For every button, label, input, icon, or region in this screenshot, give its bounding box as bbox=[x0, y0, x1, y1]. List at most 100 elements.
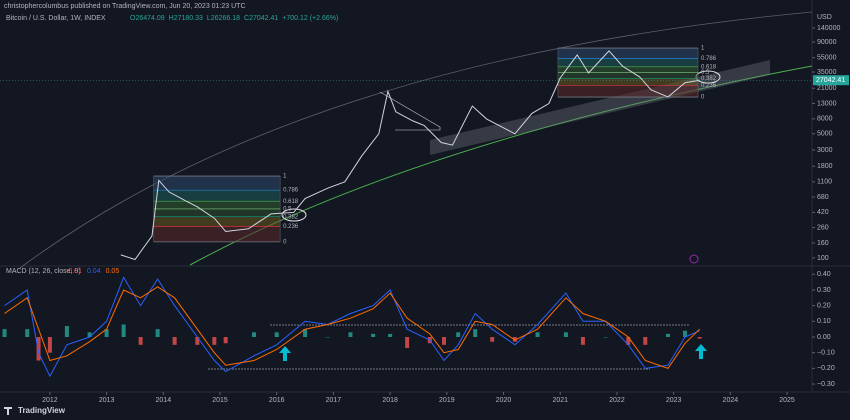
fib-band bbox=[153, 208, 281, 217]
fib-band bbox=[557, 78, 699, 86]
fib-band bbox=[153, 190, 281, 202]
y-tick-label: 0.20 bbox=[817, 302, 831, 309]
y-axis-label: USD bbox=[817, 14, 832, 21]
histogram-bar bbox=[603, 336, 608, 338]
x-tick-label: 2015 bbox=[212, 397, 228, 404]
y-tick-label: 680 bbox=[817, 194, 829, 201]
fib-level-label: 0.236 bbox=[701, 83, 717, 89]
y-tick-label: 420 bbox=[817, 209, 829, 216]
legend-value: 0.04 bbox=[87, 268, 101, 275]
histogram-bar bbox=[212, 336, 217, 345]
histogram-bar bbox=[665, 333, 670, 337]
ohlc-label: +700.12 (+2.66%) bbox=[282, 15, 338, 22]
trend-drawing bbox=[379, 91, 441, 131]
histogram-bar bbox=[682, 330, 687, 337]
histogram-bar bbox=[25, 329, 30, 337]
x-tick-label: 2016 bbox=[269, 397, 285, 404]
x-tick-label: 2020 bbox=[496, 397, 512, 404]
price-line bbox=[120, 50, 700, 261]
fib-level-label: 0 bbox=[283, 239, 287, 245]
histogram-bar bbox=[626, 336, 631, 345]
y-tick-label: 35000 bbox=[817, 69, 837, 76]
ohlc-label: O26474.09 bbox=[130, 15, 165, 22]
fib-band bbox=[153, 201, 281, 209]
y-tick-label: 0.00 bbox=[817, 334, 831, 341]
y-tick-label: 13000 bbox=[817, 100, 837, 107]
macd-line bbox=[4, 276, 700, 378]
histogram-bar bbox=[195, 336, 200, 345]
fib-band bbox=[557, 48, 699, 59]
histogram-bar bbox=[138, 336, 143, 345]
histogram-bar bbox=[104, 329, 109, 337]
histogram-bar bbox=[535, 332, 540, 337]
y-tick-label: 55000 bbox=[817, 55, 837, 62]
macd-line bbox=[4, 286, 701, 369]
x-tick-label: 2023 bbox=[666, 397, 682, 404]
histogram-bar bbox=[512, 336, 517, 342]
legend-value: -0.01 bbox=[66, 268, 82, 275]
indicator-title: MACD (12, 26, close, 9) bbox=[6, 268, 81, 275]
fib-level-label: 0 bbox=[701, 95, 705, 101]
histogram-bar bbox=[223, 336, 228, 344]
fib-level-label: 0.382 bbox=[701, 76, 717, 82]
histogram-bar bbox=[121, 324, 126, 337]
histogram-bar bbox=[580, 336, 585, 345]
marker bbox=[689, 254, 699, 264]
y-tick-label: −0.30 bbox=[817, 381, 835, 388]
ohlc-label: H27180.33 bbox=[169, 15, 203, 22]
histogram-bar bbox=[405, 336, 410, 348]
histogram-bar bbox=[441, 336, 446, 345]
fib-band bbox=[557, 72, 699, 79]
fib-level-label: 0.5 bbox=[701, 70, 710, 76]
y-tick-label: 260 bbox=[817, 224, 829, 231]
x-tick-label: 2013 bbox=[99, 397, 115, 404]
x-tick-label: 2024 bbox=[723, 397, 739, 404]
x-tick-label: 2019 bbox=[439, 397, 455, 404]
x-tick-label: 2017 bbox=[326, 397, 342, 404]
y-tick-label: 8000 bbox=[817, 116, 833, 123]
histogram-bar bbox=[371, 333, 376, 337]
histogram-bar bbox=[64, 326, 69, 337]
histogram-bar bbox=[155, 329, 160, 337]
histogram-bar bbox=[697, 336, 702, 339]
last-price-label: 27042.41 bbox=[816, 77, 845, 84]
y-tick-label: 140000 bbox=[817, 25, 840, 32]
fib-level-label: 0.786 bbox=[283, 188, 299, 194]
brand-logo bbox=[4, 407, 12, 415]
histogram-bar bbox=[47, 336, 52, 353]
x-tick-label: 2014 bbox=[156, 397, 172, 404]
fib-level-label: 1 bbox=[283, 174, 287, 180]
histogram-bar bbox=[388, 333, 393, 337]
histogram-bar bbox=[348, 332, 353, 337]
histogram-bar bbox=[303, 329, 308, 337]
last-price-tag bbox=[813, 75, 849, 86]
x-tick-label: 2025 bbox=[779, 397, 795, 404]
y-tick-label: 90000 bbox=[817, 39, 837, 46]
x-tick-label: 2022 bbox=[609, 397, 625, 404]
fib-band bbox=[557, 85, 699, 98]
fib-level-label: 0.786 bbox=[701, 56, 717, 62]
histogram-bar bbox=[643, 336, 648, 345]
y-tick-label: 1100 bbox=[817, 179, 832, 186]
fib-band bbox=[153, 176, 281, 191]
histogram-bar bbox=[2, 329, 7, 337]
fib-level-label: 1 bbox=[701, 46, 705, 52]
y-tick-label: 3000 bbox=[817, 147, 833, 154]
x-tick-label: 2012 bbox=[42, 397, 58, 404]
histogram-bar bbox=[490, 336, 495, 342]
y-tick-label: 0.10 bbox=[817, 318, 831, 325]
fib-level-label: 0.5 bbox=[283, 207, 292, 213]
y-tick-label: 21000 bbox=[817, 85, 837, 92]
x-tick-label: 2021 bbox=[552, 397, 568, 404]
histogram-bar bbox=[172, 336, 177, 345]
histogram-bar bbox=[252, 332, 257, 337]
fib-level-label: 0.382 bbox=[283, 214, 299, 220]
attribution: christophercolumbus published on Trading… bbox=[4, 3, 246, 10]
brand: TradingView bbox=[18, 406, 66, 415]
arc-line bbox=[19, 11, 813, 269]
y-tick-label: −0.20 bbox=[817, 365, 835, 372]
histogram-bar bbox=[473, 329, 478, 337]
histogram-bar bbox=[274, 332, 279, 337]
